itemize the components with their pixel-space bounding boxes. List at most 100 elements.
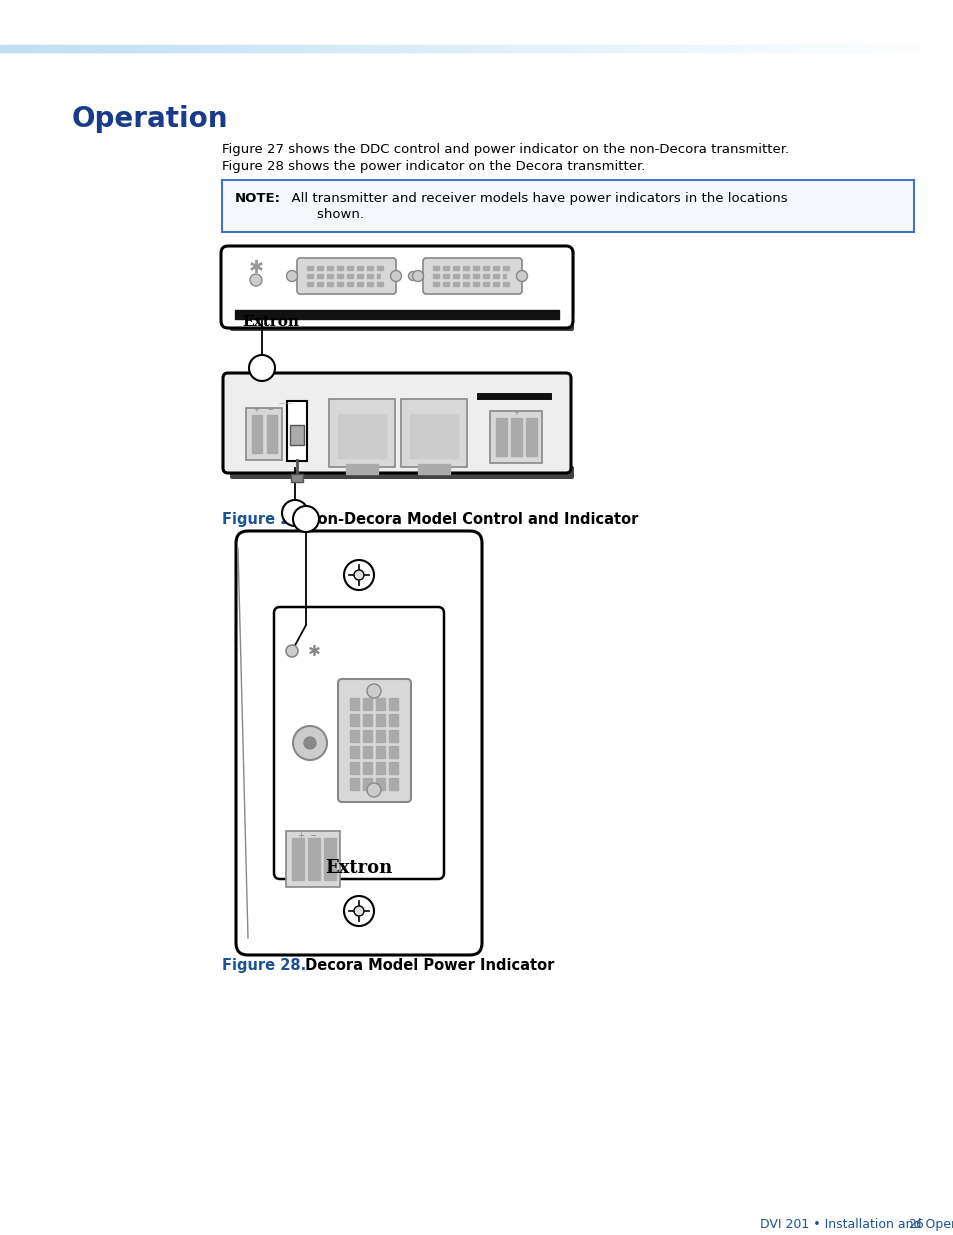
Bar (372, 44, 375, 52)
Bar (135, 44, 139, 52)
Bar (310, 44, 314, 52)
Bar (0, 44, 4, 52)
Bar (736, 44, 740, 52)
Bar (817, 44, 821, 52)
Bar (700, 44, 704, 52)
Bar (619, 44, 623, 52)
Bar (131, 44, 134, 52)
Bar (581, 44, 585, 52)
FancyBboxPatch shape (286, 831, 339, 887)
Bar (724, 44, 728, 52)
Text: All transmitter and receiver models have power indicators in the locations: All transmitter and receiver models have… (283, 191, 787, 205)
Bar (786, 44, 790, 52)
Bar (229, 44, 233, 52)
Circle shape (408, 272, 417, 280)
Bar (793, 44, 797, 52)
Circle shape (412, 270, 423, 282)
Bar (421, 44, 425, 52)
Bar (888, 44, 892, 52)
Bar (363, 778, 372, 790)
Bar (35, 44, 39, 52)
Bar (264, 44, 268, 52)
Bar (14, 44, 18, 52)
Bar (434, 44, 437, 52)
Bar (517, 44, 520, 52)
Bar (205, 44, 209, 52)
Bar (693, 44, 697, 52)
Bar (502, 266, 509, 270)
Bar (536, 44, 539, 52)
Bar (97, 44, 101, 52)
Bar (157, 44, 161, 52)
Bar (259, 44, 263, 52)
Bar (577, 44, 580, 52)
Bar (882, 44, 885, 52)
Bar (567, 252, 569, 316)
Bar (389, 44, 392, 52)
Bar (356, 266, 363, 270)
Bar (200, 44, 204, 52)
Bar (307, 266, 313, 270)
Bar (755, 44, 759, 52)
Bar (734, 44, 738, 52)
Bar (159, 44, 163, 52)
Bar (511, 417, 521, 456)
Text: Decora Model Power Indicator: Decora Model Power Indicator (299, 958, 554, 973)
Bar (910, 44, 914, 52)
Bar (389, 698, 397, 710)
Bar (593, 44, 597, 52)
Bar (433, 266, 438, 270)
Bar (336, 274, 343, 278)
Bar (188, 44, 192, 52)
Bar (286, 44, 290, 52)
Bar (380, 273, 387, 279)
Bar (24, 44, 28, 52)
Bar (476, 44, 480, 52)
Bar (345, 44, 349, 52)
Bar (281, 44, 285, 52)
Bar (21, 44, 25, 52)
Bar (453, 44, 456, 52)
Bar (931, 44, 935, 52)
Circle shape (304, 737, 315, 748)
Bar (936, 44, 940, 52)
Bar (202, 44, 206, 52)
Bar (457, 44, 461, 52)
Circle shape (354, 571, 364, 580)
Bar (510, 44, 514, 52)
Bar (76, 44, 80, 52)
Bar (107, 44, 111, 52)
Text: Figure 28 shows the power indicator on the Decora transmitter.: Figure 28 shows the power indicator on t… (222, 161, 644, 173)
FancyBboxPatch shape (490, 411, 541, 463)
Bar (496, 44, 499, 52)
Bar (183, 44, 187, 52)
Bar (872, 44, 876, 52)
Bar (626, 44, 630, 52)
FancyBboxPatch shape (230, 319, 574, 331)
Bar (410, 44, 414, 52)
Bar (524, 44, 528, 52)
Bar (550, 44, 554, 52)
Bar (119, 44, 123, 52)
Bar (357, 44, 361, 52)
Bar (646, 44, 649, 52)
Bar (907, 44, 911, 52)
Bar (696, 44, 700, 52)
Bar (717, 44, 720, 52)
Bar (578, 44, 582, 52)
Bar (424, 44, 428, 52)
Bar (650, 44, 654, 52)
Bar (367, 266, 373, 270)
Bar (356, 274, 363, 278)
Bar (934, 44, 938, 52)
Text: +  −: + − (297, 831, 316, 840)
Bar (305, 44, 309, 52)
Bar (503, 44, 506, 52)
Bar (448, 44, 452, 52)
Bar (442, 274, 449, 278)
Bar (691, 44, 695, 52)
Bar (8, 44, 10, 52)
Bar (783, 44, 787, 52)
Bar (655, 44, 659, 52)
Bar (226, 44, 230, 52)
